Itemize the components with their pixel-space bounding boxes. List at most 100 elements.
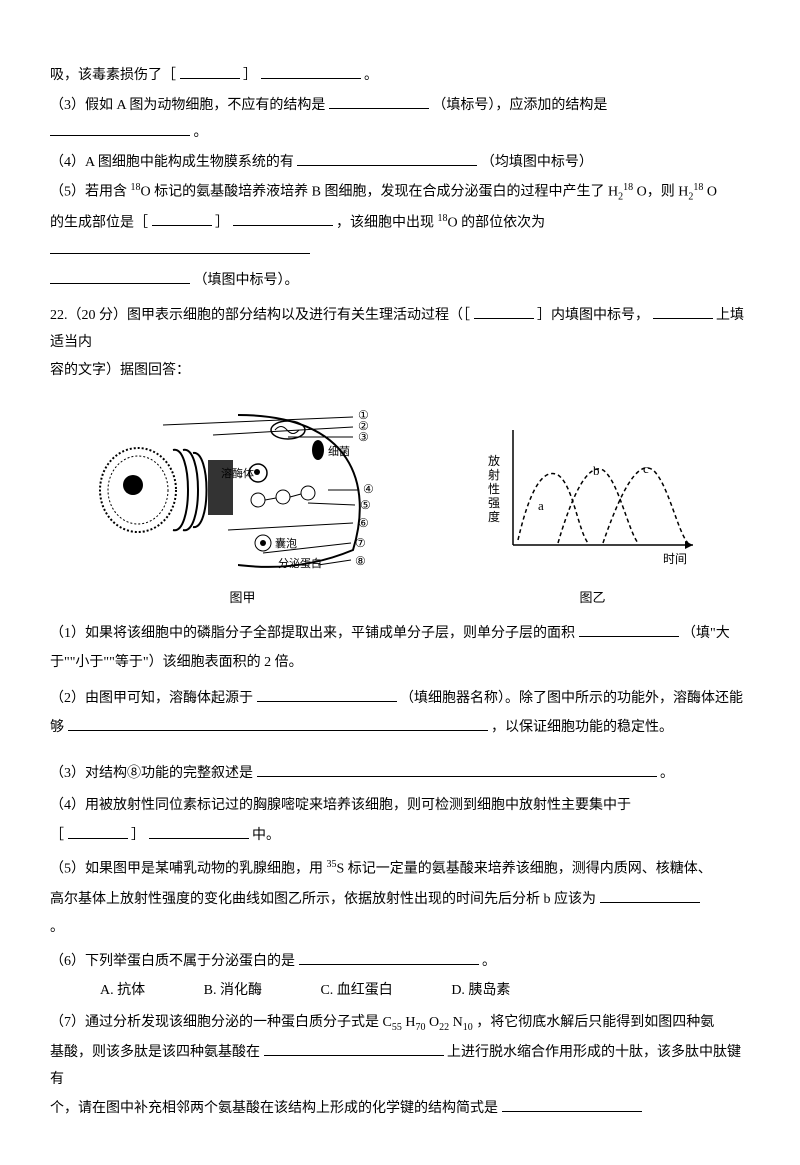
txt: 。 [482, 954, 496, 969]
txt: ［ [50, 828, 64, 843]
q22-7b: 基酸，则该多肽是该四种氨基酸在 上进行脱水缩合作用形成的十肽，该多肽中肽键有 [50, 1039, 750, 1093]
txt: ］内填图中标号， [537, 308, 649, 323]
txt: 。 [660, 766, 674, 781]
txt: 于""小于""等于"）该细胞表面积的 2 倍。 [50, 655, 303, 670]
txt: N [453, 1015, 463, 1030]
line-q4: （4）A 图细胞中能构成生物膜系统的有 （均填图中标号） [50, 149, 750, 177]
blank[interactable] [297, 149, 477, 166]
txt: （均填图中标号） [481, 155, 593, 170]
txt: 。 [50, 920, 64, 935]
txt: （5）如果图甲是某哺乳动物的乳腺细胞，用 [50, 862, 327, 877]
diagram-row: 细菌 溶酶体 囊泡 分泌蛋白 ① ② ③ [50, 395, 750, 610]
opt-c[interactable]: C. 血红蛋白 [320, 978, 392, 1005]
txt: 标记一定量的氨基酸来培养该细胞，测得内质网、核糖体、 [348, 862, 712, 877]
blank[interactable] [257, 685, 397, 702]
txt: 标记的氨基酸培养液培养 B 图细胞，发现在合成分泌蛋白的过程中产生了 H [154, 185, 618, 200]
opt-d[interactable]: D. 胰岛素 [451, 978, 510, 1005]
line-q5b: 的生成部位是［ ］ ，该细胞中出现 18O 的部位依次为 [50, 209, 750, 265]
txt: ，将它彻底水解后只能得到如图四种氨 [476, 1015, 714, 1030]
txt: 中。 [252, 828, 280, 843]
num8: ⑧ [355, 554, 366, 568]
txt: O [429, 1015, 439, 1030]
txt: O [707, 185, 717, 200]
blank[interactable] [299, 948, 479, 965]
txt: 的部位依次为 [461, 215, 545, 230]
blank[interactable] [180, 62, 240, 79]
num3: ③ [358, 430, 369, 444]
blank[interactable] [149, 822, 249, 839]
blank[interactable] [152, 209, 212, 226]
txt: （1）如果将该细胞中的磷脂分子全部提取出来，平铺成单分子层，则单分子层的面积 [50, 626, 575, 641]
txt: 够 [50, 720, 64, 735]
txt: 个，请在图中补充相邻两个氨基酸在该结构上形成的化学键的结构简式是 [50, 1101, 498, 1116]
txt: （填标号），应添加的结构是 [432, 98, 607, 113]
label-bacteria: 细菌 [328, 445, 350, 458]
q22-5c: 。 [50, 915, 750, 942]
q22-stem2: 容的文字）据图回答： [50, 358, 750, 385]
txt: （5）若用含 [50, 185, 131, 200]
q22-7c: 个，请在图中补充相邻两个氨基酸在该结构上形成的化学键的结构简式是 [50, 1095, 750, 1123]
xlabel: 时间 [663, 552, 687, 566]
cell-diagram-svg: 细菌 溶酶体 囊泡 分泌蛋白 ① ② ③ [93, 395, 393, 575]
blank[interactable] [653, 302, 713, 319]
txt: ］ [243, 68, 257, 83]
txt: （3）假如 A 图为动物细胞，不应有的结构是 [50, 98, 325, 113]
ylabel: 放射性强度 [488, 453, 500, 524]
q22-6: （6）下列举蛋白质不属于分泌蛋白的是 。 [50, 948, 750, 976]
curve-b: b [593, 463, 600, 478]
txt: 。 [364, 68, 378, 83]
txt: （填"大 [682, 626, 730, 641]
caption-jia: 图甲 [93, 586, 393, 611]
txt: （4）用被放射性同位素标记过的胸腺嘧啶来培养该细胞，则可检测到细胞中放射性主要集… [50, 798, 631, 813]
q22-5b: 高尔基体上放射性强度的变化曲线如图乙所示，依据放射性出现的时间先后分析 b 应该… [50, 886, 750, 914]
txt: （7）通过分析发现该细胞分泌的一种蛋白质分子式是 C [50, 1015, 392, 1030]
label-vesicle: 囊泡 [275, 536, 297, 550]
curve-chart-svg: 放射性强度 a b c 时间 [478, 415, 708, 575]
blank[interactable] [329, 92, 429, 109]
q22-5: （5）如果图甲是某哺乳动物的乳腺细胞，用 35S 标记一定量的氨基酸来培养该细胞… [50, 855, 750, 883]
txt: 吸，该毒素损伤了［ [50, 68, 176, 83]
txt: 22.（20 分）图甲表示细胞的部分结构以及进行有关生理活动过程（［ [50, 308, 470, 323]
q22-3: （3）对结构⑧功能的完整叙述是 。 [50, 760, 750, 788]
txt: ，以保证细胞功能的稳定性。 [491, 720, 673, 735]
txt: 的生成部位是［ [50, 215, 148, 230]
blank[interactable] [50, 267, 190, 284]
label-lysosome: 溶酶体 [221, 466, 254, 480]
num5: ⑤ [360, 498, 371, 512]
txt: 。 [194, 125, 208, 140]
blank[interactable] [261, 62, 361, 79]
q22-1b: 于""小于""等于"）该细胞表面积的 2 倍。 [50, 650, 750, 677]
blank[interactable] [474, 302, 534, 319]
blank[interactable] [233, 209, 333, 226]
diagram-jia: 细菌 溶酶体 囊泡 分泌蛋白 ① ② ③ [93, 395, 393, 610]
blank[interactable] [257, 760, 657, 777]
q22-7: （7）通过分析发现该细胞分泌的一种蛋白质分子式是 C55 H70 O22 N10… [50, 1010, 750, 1037]
txt: ，该细胞中出现 [336, 215, 438, 230]
iso: 18 [131, 182, 141, 193]
diagram-yi: 放射性强度 a b c 时间 图乙 [478, 415, 708, 610]
curve-a: a [538, 498, 544, 513]
blank[interactable] [600, 886, 700, 903]
label-secrete: 分泌蛋白 [278, 556, 322, 570]
blank[interactable] [50, 119, 190, 136]
blank[interactable] [579, 620, 679, 637]
txt: （6）下列举蛋白质不属于分泌蛋白的是 [50, 954, 295, 969]
txt: H [405, 1015, 415, 1030]
q22-4b: ［ ］ 中。 [50, 822, 750, 850]
num4: ④ [363, 482, 374, 496]
num6: ⑥ [358, 516, 369, 530]
txt: O，则 H [637, 185, 689, 200]
txt: ］ [131, 828, 145, 843]
blank[interactable] [264, 1039, 444, 1056]
line-q5a: （5）若用含 18 O 标记的氨基酸培养液培养 B 图细胞，发现在合成分泌蛋白的过… [50, 178, 750, 206]
curve-c: c [643, 461, 649, 476]
txt: （4）A 图细胞中能构成生物膜系统的有 [50, 155, 294, 170]
blank[interactable] [68, 714, 488, 731]
blank[interactable] [502, 1095, 642, 1112]
opt-b[interactable]: B. 消化酶 [204, 978, 262, 1005]
blank[interactable] [68, 822, 128, 839]
txt: ］ [215, 215, 229, 230]
opt-a[interactable]: A. 抗体 [100, 978, 145, 1005]
blank[interactable] [50, 237, 310, 254]
caption-yi: 图乙 [478, 586, 708, 611]
